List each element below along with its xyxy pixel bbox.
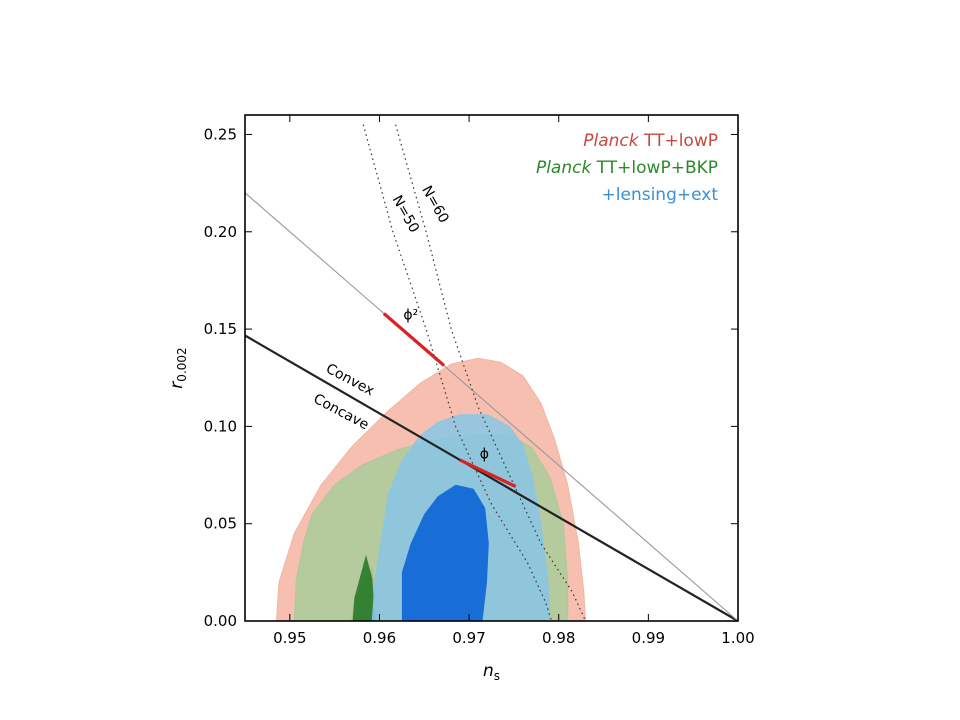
x-tick-label-3: 0.98 [542,629,575,647]
legend-item-2-rest: +lensing+ext [602,185,719,205]
annotation-3: Concave [311,391,372,433]
legend-item-0-rest: TT+lowP [639,131,718,151]
legend-item-1-italic: Planck [536,158,593,178]
y-axis: 0.00 0.05 0.10 0.15 0.20 0.25 [204,125,738,630]
legend-item-2: +lensing+ext [602,185,719,205]
y-tick-label-3: 0.15 [204,320,237,338]
y-tick-label-4: 0.20 [204,223,237,241]
x-axis-title-sub: s [494,669,500,683]
line-0 [244,334,739,622]
x-tick-label-1: 0.96 [363,629,396,647]
y-tick-label-2: 0.10 [204,417,237,435]
legend-item-0: Planck TT+lowP [583,131,718,151]
annotation-5: ϕ [480,446,489,462]
legend: Planck TT+lowP Planck TT+lowP+BKP +lensi… [536,131,718,205]
contour-68-series-1 [352,554,375,621]
x-axis-title: ns [483,661,500,683]
plot-frame [244,114,739,622]
x-tick-label-4: 0.99 [632,629,665,647]
legend-item-0-italic: Planck [583,131,640,151]
y-tick-label-0: 0.00 [204,612,237,630]
y-axis-title-main: r [167,381,187,389]
y-axis-title-sub: 0.002 [175,347,189,381]
legend-item-1-rest: TT+lowP+BKP [591,158,718,178]
annotation-4: ϕ² [403,307,418,323]
line-2 [362,124,553,622]
x-tick-label-0: 0.95 [273,629,306,647]
prediction-segment-1 [459,458,517,488]
contour-layer [275,357,587,622]
line-1 [244,192,739,622]
annotation-0: N=50 [389,193,422,236]
line-layer [244,124,739,622]
prediction-segment-0 [382,312,446,367]
x-tick-label-5: 1.00 [721,629,754,647]
legend-item-1: Planck TT+lowP+BKP [536,158,718,178]
y-tick-label-5: 0.25 [204,125,237,143]
x-axis-title-main: n [483,661,494,681]
contour-68-series-2 [401,484,489,621]
y-axis-title: r0.002 [167,347,189,388]
x-tick-label-2: 0.97 [452,629,485,647]
annotation-1: N=60 [418,183,451,226]
y-tick-label-1: 0.05 [204,515,237,533]
annotation-2: Convex [323,361,377,400]
x-axis: 0.95 0.96 0.97 0.98 0.99 1.00 [273,115,755,647]
